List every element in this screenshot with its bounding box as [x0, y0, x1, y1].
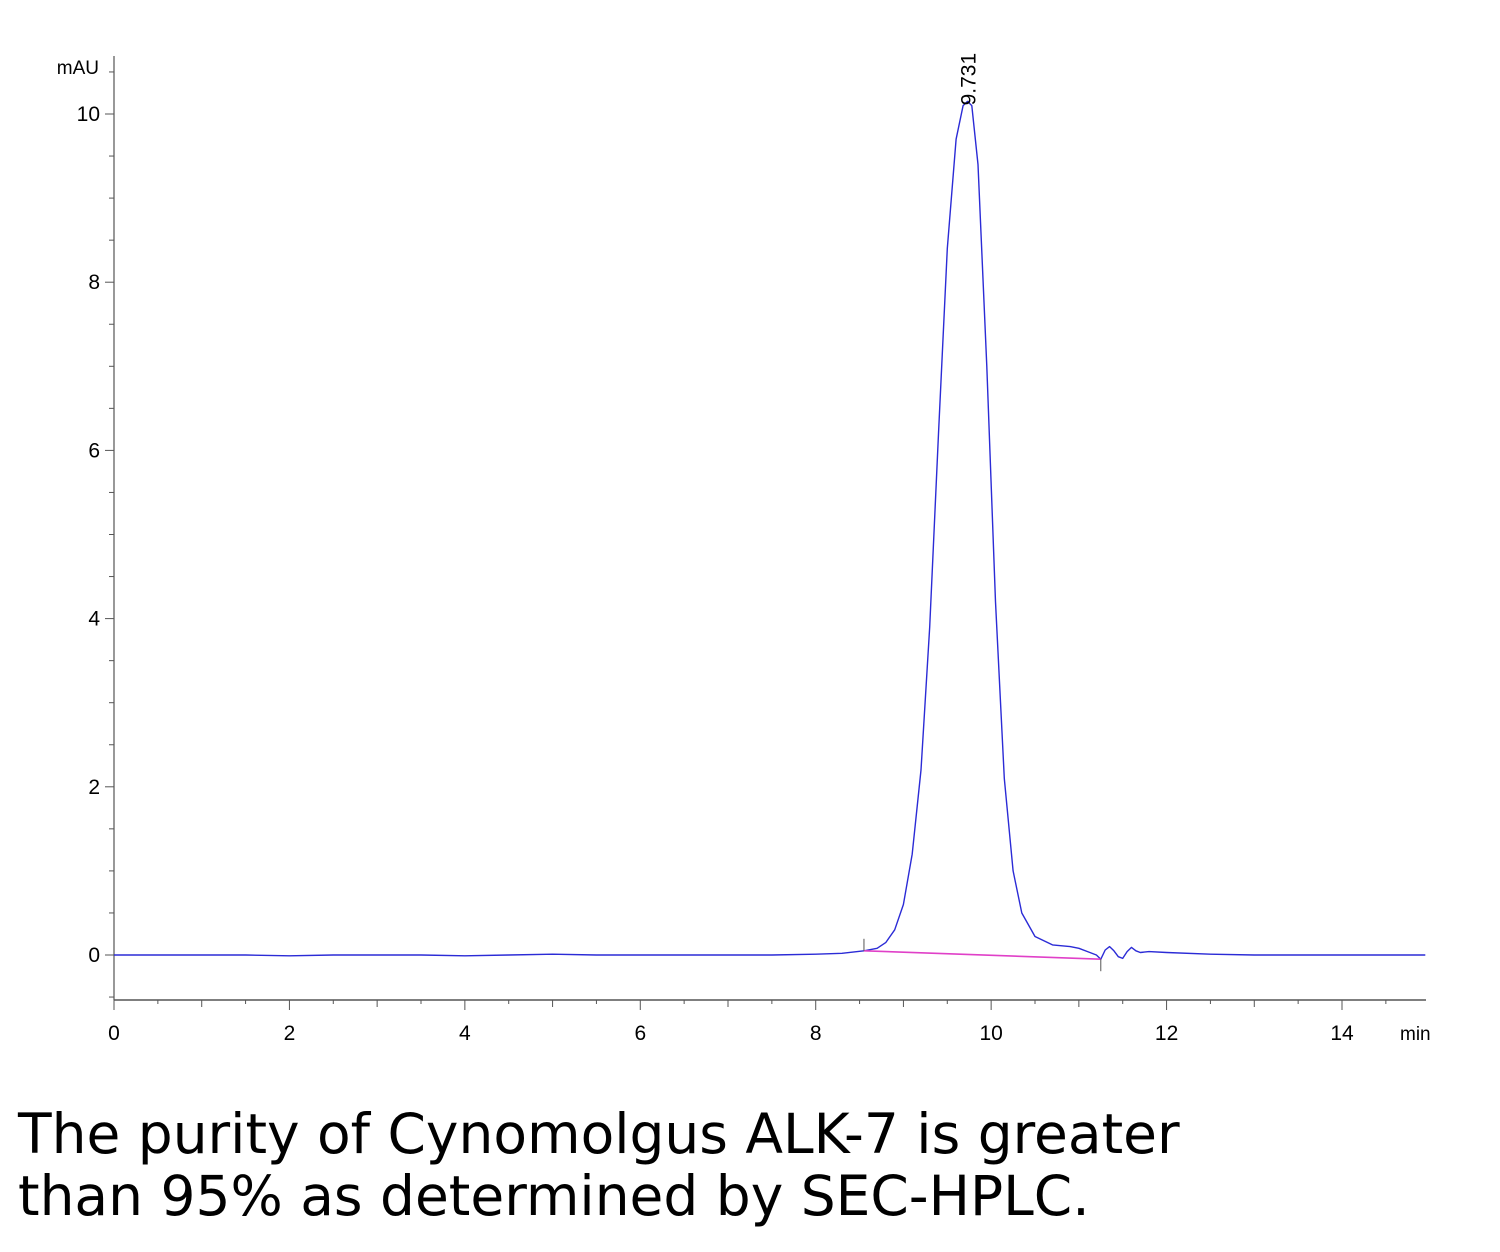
peak-label-layer: 9.731 — [958, 53, 981, 106]
chromatogram-chart: 0 2 4 6 8 10 0 2 4 6 8 10 12 14 mAU min 9.731 — [57, 53, 1431, 1045]
caption-line-1: The purity of Cynomolgus ALK-7 is greate… — [18, 1102, 1180, 1166]
series-layer — [114, 100, 1426, 972]
x-tick-label: 8 — [810, 1022, 822, 1045]
y-tick-label: 0 — [88, 944, 100, 967]
plot-area: 0 2 4 6 8 10 0 2 4 6 8 10 12 14 mAU min 9.731 — [57, 53, 1431, 1045]
y-axis: 0 2 4 6 8 10 — [77, 56, 115, 1000]
x-tick-label: 0 — [108, 1022, 120, 1045]
x-tick-label: 4 — [459, 1022, 471, 1045]
y-tick-label: 6 — [88, 439, 100, 462]
x-tick-label: 6 — [634, 1022, 646, 1045]
y-tick-label: 8 — [88, 271, 100, 294]
y-axis-unit-label: mAU — [57, 58, 99, 79]
x-axis-unit-label: min — [1400, 1024, 1431, 1045]
chromatogram-trace — [114, 100, 1426, 960]
x-axis: 0 2 4 6 8 10 12 14 — [108, 999, 1426, 1045]
x-tick-label: 12 — [1155, 1022, 1178, 1045]
caption-line-2: than 95% as determined by SEC-HPLC. — [18, 1164, 1090, 1228]
y-tick-label: 4 — [88, 608, 100, 631]
y-tick-label: 10 — [77, 103, 100, 126]
x-tick-label: 10 — [979, 1022, 1002, 1045]
x-tick-label: 2 — [284, 1022, 296, 1045]
integration-baseline — [863, 949, 1101, 961]
caption: The purity of Cynomolgus ALK-7 is greate… — [18, 1103, 1478, 1227]
y-tick-label: 2 — [88, 776, 100, 799]
x-tick-label: 14 — [1330, 1022, 1354, 1045]
peak-retention-label: 9.731 — [958, 53, 981, 106]
